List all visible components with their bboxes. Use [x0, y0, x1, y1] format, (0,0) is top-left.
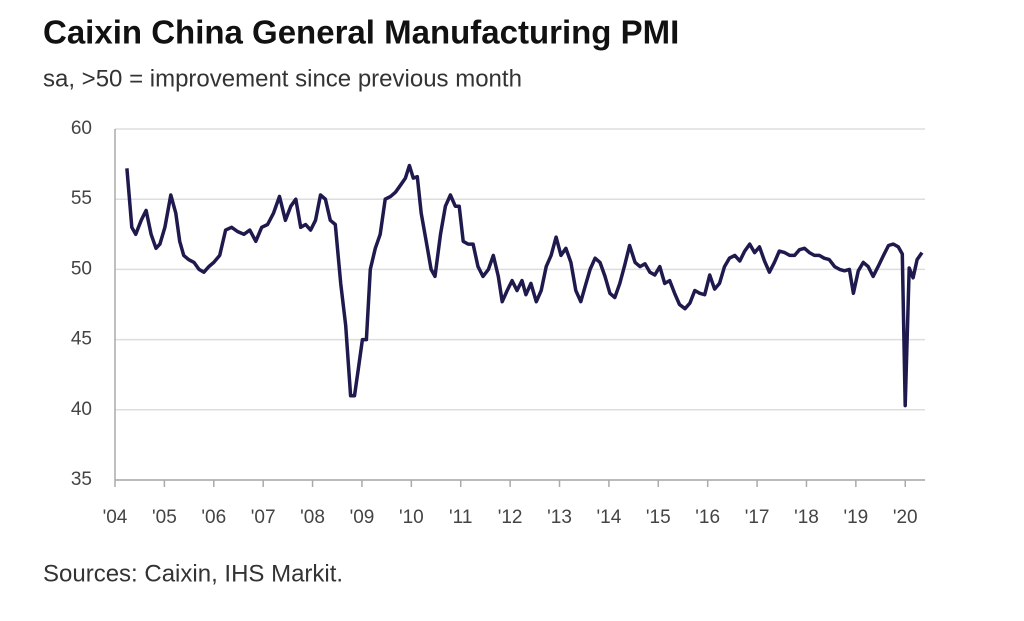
y-tick-label: 40 — [71, 399, 92, 420]
chart-title: Caixin China General Manufacturing PMI — [43, 14, 679, 51]
x-tick-label: '12 — [498, 507, 523, 528]
y-tick-label: 45 — [71, 329, 92, 350]
x-tick-label: '05 — [152, 507, 177, 528]
x-tick-label: '14 — [597, 507, 622, 528]
x-tick-label: '17 — [745, 507, 770, 528]
x-tick-label: '09 — [350, 507, 375, 528]
y-tick-label: 35 — [71, 469, 92, 490]
x-tick-label: '16 — [695, 507, 720, 528]
x-tick-label: '18 — [794, 507, 819, 528]
x-tick-label: '04 — [103, 507, 128, 528]
x-tick-label: '10 — [399, 507, 424, 528]
x-tick-label: '08 — [300, 507, 325, 528]
x-tick-label: '19 — [843, 507, 868, 528]
x-tick-label: '11 — [449, 507, 472, 528]
source-note: Sources: Caixin, IHS Markit. — [43, 560, 343, 587]
chart-subtitle: sa, >50 = improvement since previous mon… — [43, 65, 522, 92]
series-line — [125, 163, 924, 408]
y-tick-label: 50 — [71, 258, 92, 279]
y-tick-label: 55 — [71, 188, 92, 209]
x-tick-label: '06 — [201, 507, 226, 528]
x-tick-label: '07 — [251, 507, 276, 528]
x-tick-label: '13 — [547, 507, 572, 528]
x-tick-label: '20 — [893, 507, 918, 528]
y-tick-label: 60 — [71, 118, 92, 139]
x-tick-label: '15 — [646, 507, 671, 528]
